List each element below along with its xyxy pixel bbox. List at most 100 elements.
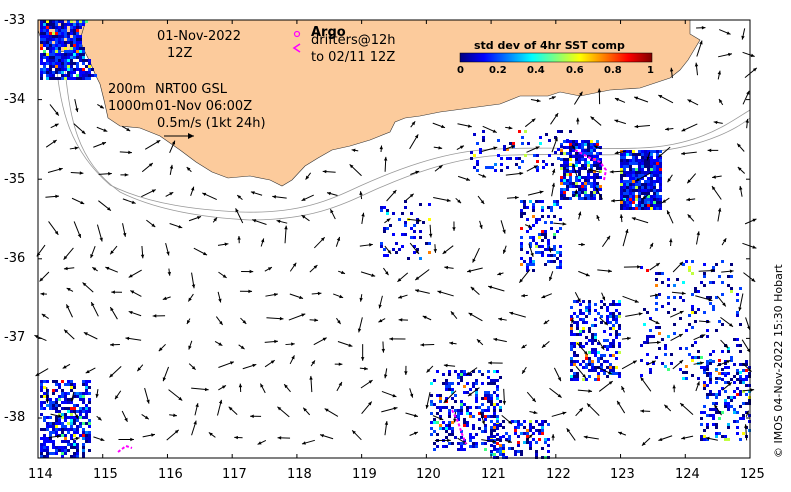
sst-pixel [635,195,638,198]
sst-pixel [76,395,79,398]
sst-pixel [82,68,85,71]
isobath-1000-label: 1000m [108,99,154,114]
sst-pixel [566,158,569,161]
current-arrow-head [341,270,345,275]
sst-pixel [659,174,662,177]
sst-pixel [88,419,91,422]
sst-pixel [593,179,596,182]
sst-pixel [566,185,569,188]
sst-pixel [457,376,460,379]
current-arrow-head [107,207,111,211]
sst-pixel [67,77,70,80]
sst-pixel [653,192,656,195]
sst-pixel [544,438,547,441]
sst-pixel [526,263,529,266]
sst-pixel [620,177,623,180]
sst-pixel [451,430,454,433]
sst-pixel [655,296,658,299]
sst-pixel [64,56,67,59]
sst-pixel [88,386,91,389]
sst-pixel [584,191,587,194]
sst-pixel [590,146,593,149]
sst-pixel [712,350,715,353]
sst-pixel [541,420,544,423]
current-arrow-head [371,273,376,277]
sst-pixel [570,318,573,321]
current-arrow-head [213,217,218,222]
sst-pixel [439,406,442,409]
sst-pixel [79,68,82,71]
sst-pixel [518,166,521,169]
sst-pixel [410,212,413,215]
current-arrow-head [330,209,334,214]
sst-pixel [40,395,43,398]
sst-pixel [572,167,575,170]
sst-pixel [88,425,91,428]
current-arrow-head [359,191,363,196]
sst-pixel [632,162,635,165]
current-arrow-head [425,404,429,409]
sst-pixel [40,449,43,452]
sst-pixel [43,434,46,437]
sst-pixel [73,47,76,50]
sst-pixel [472,415,475,418]
sst-pixel [629,162,632,165]
sst-pixel [559,266,562,269]
sst-pixel [496,403,499,406]
current-arrow-head [722,302,726,307]
sst-pixel [599,197,602,200]
sst-pixel [509,157,512,160]
sst-pixel [597,342,600,345]
sst-pixel [419,230,422,233]
sst-pixel [718,393,721,396]
sst-pixel [694,356,697,359]
sst-pixel [653,171,656,174]
sst-pixel [712,360,715,363]
current-arrow-head [714,404,718,409]
current-arrow-head [378,318,383,323]
sst-pixel [380,209,383,212]
sst-pixel [559,245,562,248]
sst-pixel [623,204,626,207]
sst-pixel [599,185,602,188]
sst-pixel [482,139,485,142]
sst-pixel [73,392,76,395]
current-arrow-head [572,145,576,150]
sst-pixel [623,168,626,171]
sst-pixel [520,453,523,456]
sst-pixel [587,143,590,146]
sst-pixel [550,260,553,263]
sst-pixel [70,41,73,44]
sst-pixel [572,140,575,143]
sst-pixel [582,312,585,315]
sst-pixel [703,411,706,414]
sst-pixel [52,407,55,410]
sst-pixel [553,236,556,239]
sst-pixel [563,158,566,161]
sst-pixel [656,171,659,174]
sst-pixel [538,438,541,441]
sst-pixel [61,440,64,443]
sst-pixel [82,416,85,419]
current-arrow-head [655,320,660,324]
current-arrow-head [291,355,295,360]
colorbar-tick: 1 [647,65,654,76]
current-arrow-head [739,185,743,190]
sst-pixel [529,236,532,239]
sst-pixel [715,368,718,371]
sst-pixel [64,437,67,440]
sst-pixel [43,392,46,395]
sst-pixel [76,68,79,71]
current-arrow-head [364,366,368,371]
sst-pixel [529,245,532,248]
current-arrow-head [570,319,575,324]
sst-pixel [615,309,618,312]
sst-pixel [454,409,457,412]
sst-pixel [635,198,638,201]
sst-pixel [691,374,694,377]
sst-pixel [706,329,709,332]
sst-pixel [623,171,626,174]
sst-pixel [650,186,653,189]
sst-pixel [76,50,79,53]
sst-pixel [609,369,612,372]
